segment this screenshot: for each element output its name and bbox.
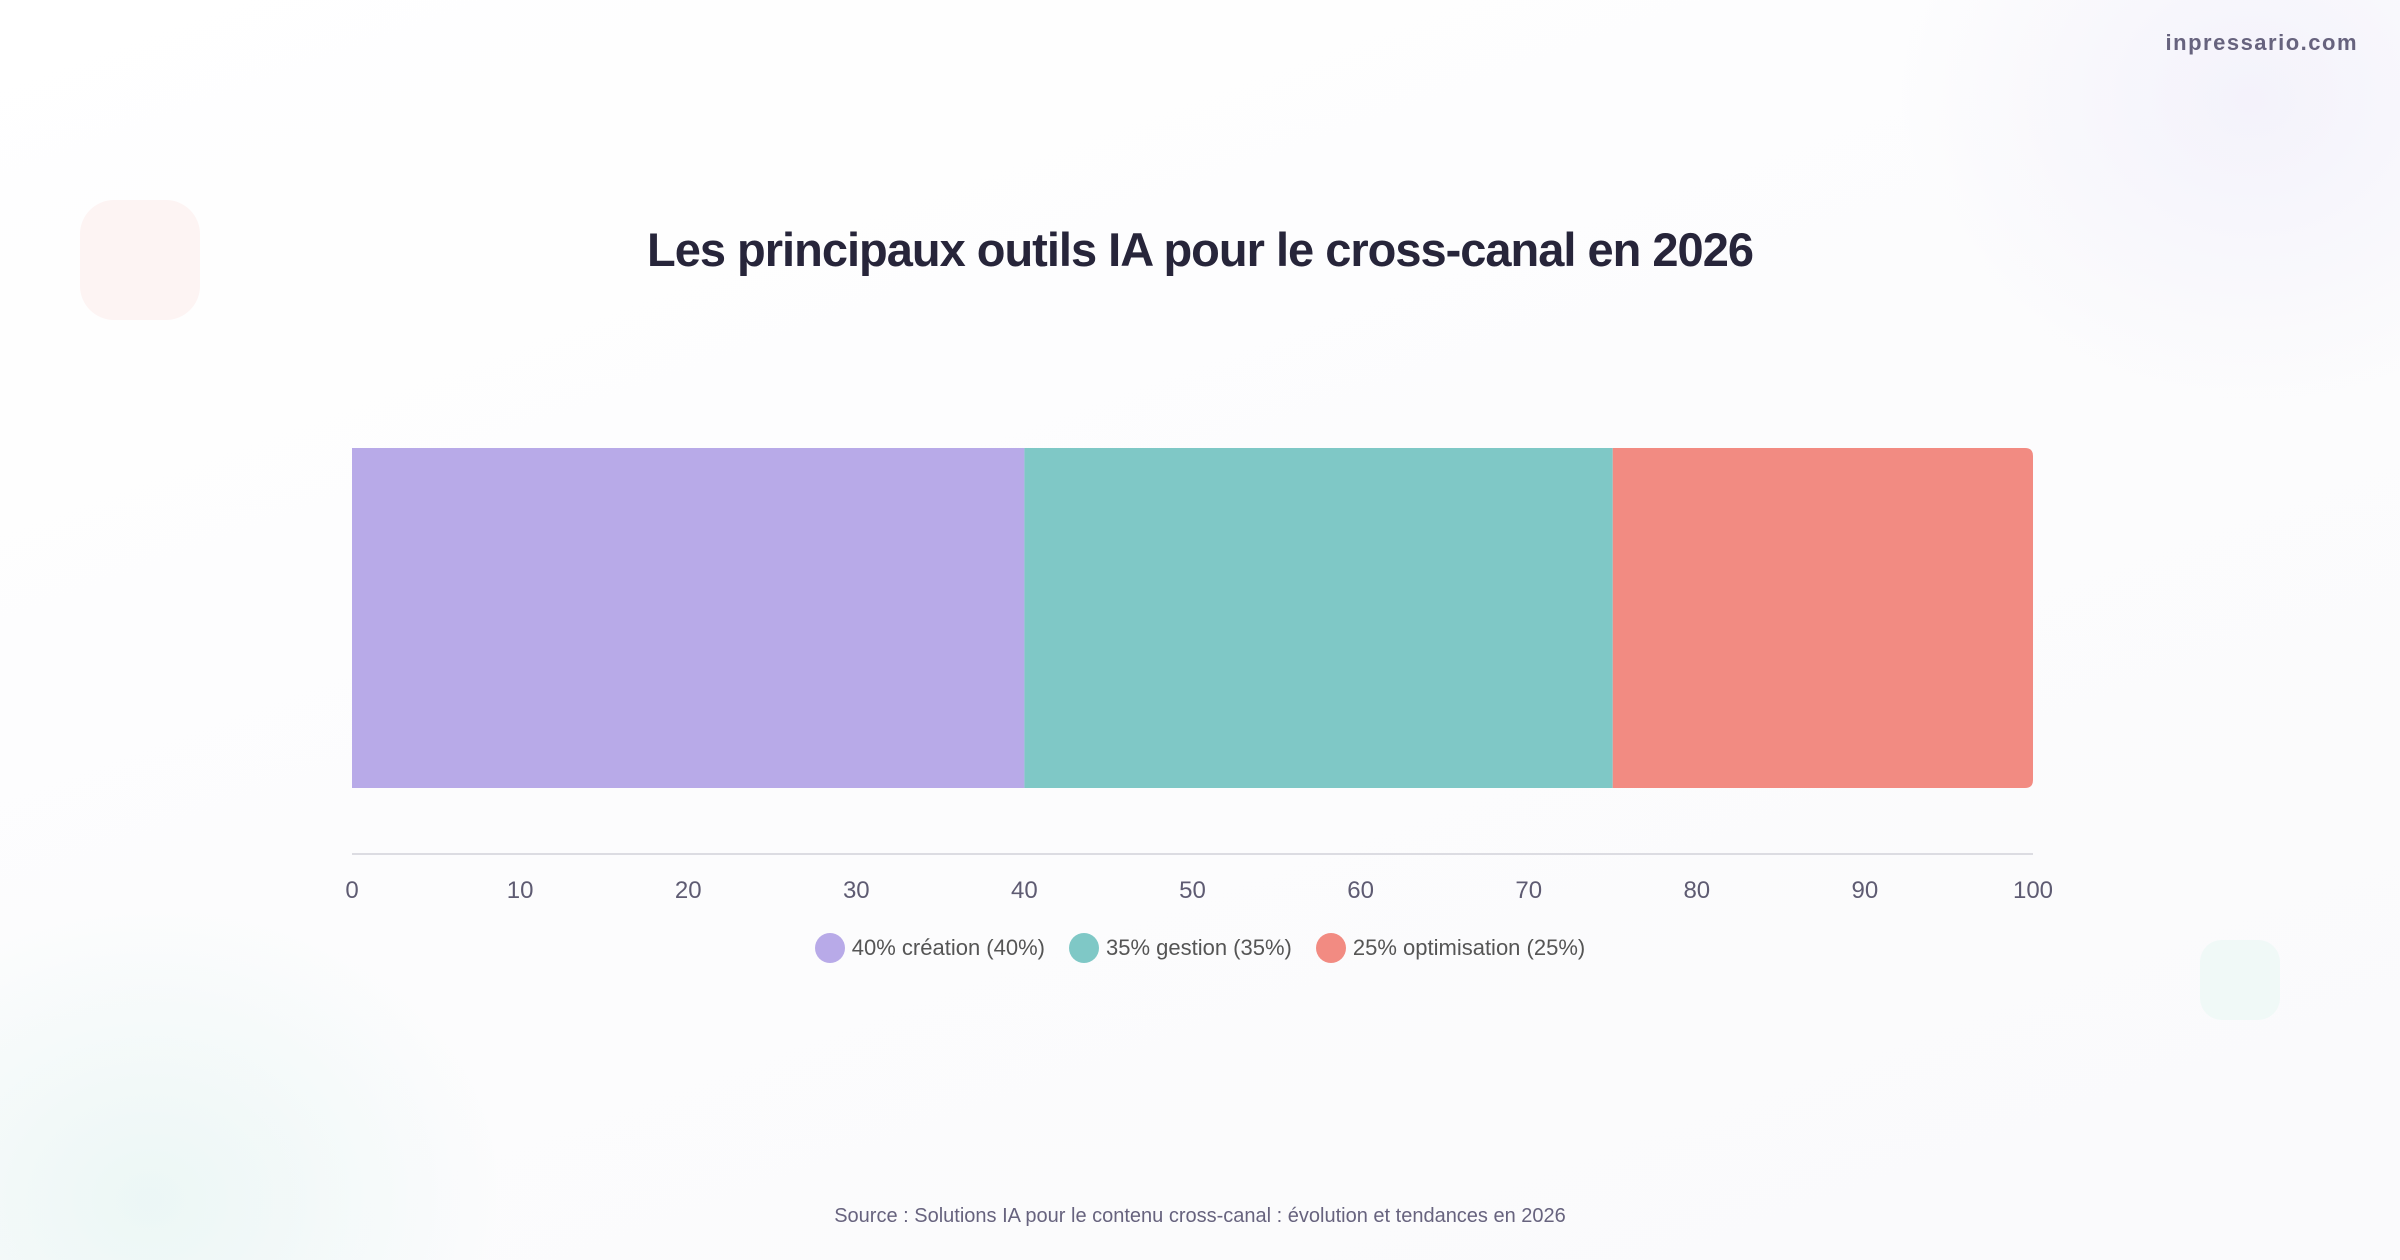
x-tick-label: 20 — [675, 877, 702, 904]
brand-label: inpressario.com — [2165, 30, 2358, 55]
legend: 40% création (40%) 35% gestion (35%) 25% o… — [0, 933, 2400, 963]
legend-item: 35% gestion (35%) — [1068, 933, 1292, 963]
chart-title: Les principaux outils IA pour le cross-c… — [647, 223, 1754, 276]
x-tick-label: 60 — [1347, 877, 1374, 904]
legend-label: 35% gestion (35%) — [1105, 935, 1292, 960]
x-tick-label: 10 — [507, 877, 534, 904]
decorative-square — [80, 200, 200, 320]
x-tick-label: 100 — [2013, 877, 2053, 904]
legend-item: 25% optimisation (25%) — [1315, 933, 1586, 963]
legend-swatch — [1068, 933, 1099, 963]
x-tick-label: 0 — [345, 877, 358, 904]
decorative-square — [2200, 940, 2280, 1020]
x-tick-label: 70 — [1515, 877, 1542, 904]
x-tick-label: 80 — [1683, 877, 1710, 904]
legend-swatch — [814, 933, 845, 963]
x-tick-label: 90 — [1852, 877, 1879, 904]
legend-label: 40% création (40%) — [851, 935, 1045, 960]
source-note: Source : Solutions IA pour le contenu cr… — [834, 1205, 1566, 1227]
x-tick-label: 40 — [1011, 877, 1038, 904]
legend-label: 25% optimisation (25%) — [1352, 935, 1586, 960]
legend-swatch — [1315, 933, 1346, 963]
bar-segment — [1024, 448, 1613, 788]
bar-segment — [1612, 448, 2033, 788]
x-tick-label: 30 — [843, 877, 870, 904]
legend-item: 40% création (40%) — [814, 933, 1045, 963]
bar-segment — [352, 448, 1025, 788]
x-tick-label: 50 — [1179, 877, 1206, 904]
